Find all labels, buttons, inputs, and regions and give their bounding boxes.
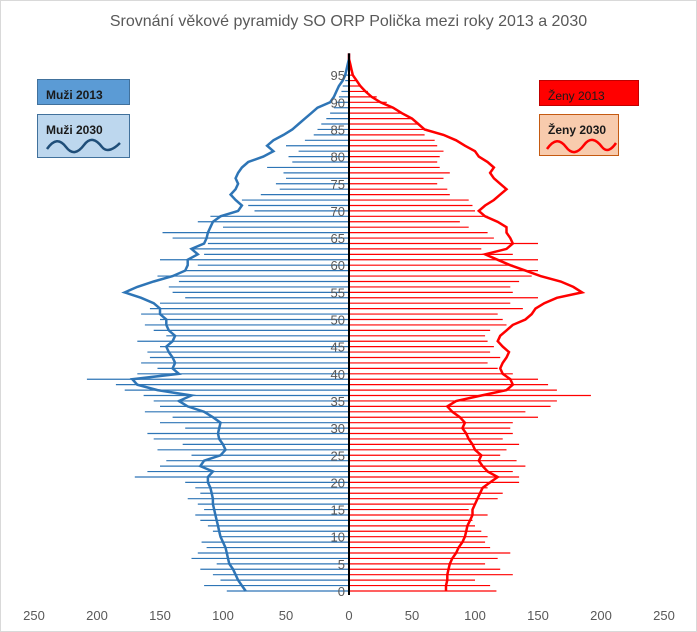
age-tick-label: 5 <box>338 557 345 572</box>
legend-muzi-2030: Muži 2030 <box>37 114 130 158</box>
x-tick-label: 100 <box>212 608 234 623</box>
age-tick-label: 10 <box>331 530 345 545</box>
age-tick-label: 60 <box>331 258 345 273</box>
x-tick-label: 150 <box>527 608 549 623</box>
male-2030-line <box>121 53 351 592</box>
age-tick-label: 50 <box>331 313 345 328</box>
age-tick-labels: 0 5 10 15 20 25 30 35 40 45 50 55 60 65 70 75 80 85 90 95 <box>331 68 345 599</box>
age-tick-label: 35 <box>331 394 345 409</box>
wave-line-icon <box>545 138 618 154</box>
age-tick-label: 55 <box>331 285 345 300</box>
legend-label: Ženy 2013 <box>548 89 605 103</box>
legend-label: Ženy 2030 <box>548 123 607 137</box>
legend-zeny-2013: Ženy 2013 <box>539 80 639 106</box>
x-tick-label: 50 <box>405 608 419 623</box>
legend-zeny-2030: Ženy 2030 <box>539 114 619 156</box>
x-tick-label: 0 <box>345 608 352 623</box>
x-tick-label: 100 <box>464 608 486 623</box>
age-tick-label: 80 <box>331 150 345 165</box>
age-tick-label: 45 <box>331 340 345 355</box>
age-tick-label: 65 <box>331 231 345 246</box>
chart-title: Srovnání věkové pyramidy SO ORP Polička … <box>109 13 588 30</box>
male-2013-bars <box>86 63 349 592</box>
age-tick-label: 75 <box>331 177 345 192</box>
age-tick-label: 95 <box>331 68 345 83</box>
age-tick-label: 15 <box>331 503 345 518</box>
x-tick-label: 250 <box>23 608 45 623</box>
age-tick-label: 25 <box>331 448 345 463</box>
age-tick-label: 70 <box>331 204 345 219</box>
age-tick-label: 85 <box>331 122 345 137</box>
age-tick-label: 20 <box>331 475 345 490</box>
age-tick-label: 0 <box>338 584 345 599</box>
x-tick-label: 150 <box>149 608 171 623</box>
x-tick-labels: 250 200 150 100 50 0 50 100 150 200 250 <box>23 608 675 623</box>
age-tick-label: 90 <box>331 95 345 110</box>
x-tick-label: 200 <box>86 608 108 623</box>
wave-line-icon <box>45 138 121 154</box>
x-tick-label: 200 <box>590 608 612 623</box>
x-tick-label: 250 <box>653 608 675 623</box>
female-2013-bars <box>349 63 591 592</box>
female-2030-line <box>347 53 586 591</box>
legend-label: Muži 2013 <box>46 88 103 102</box>
legend-label: Muži 2030 <box>46 123 103 137</box>
legend-muzi-2013: Muži 2013 <box>37 79 130 105</box>
age-tick-label: 40 <box>331 367 345 382</box>
x-tick-label: 50 <box>279 608 293 623</box>
age-tick-label: 30 <box>331 421 345 436</box>
